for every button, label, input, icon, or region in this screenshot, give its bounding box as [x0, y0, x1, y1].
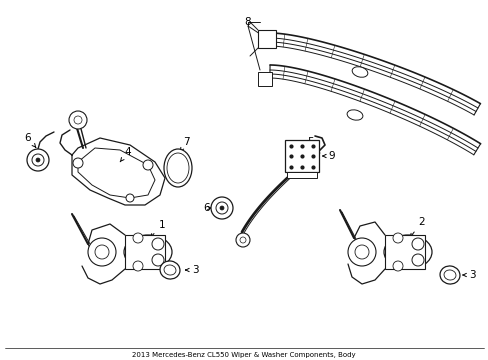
Text: 5: 5: [300, 137, 313, 151]
Ellipse shape: [160, 261, 180, 279]
Circle shape: [69, 111, 87, 129]
Ellipse shape: [351, 67, 367, 77]
Circle shape: [347, 238, 375, 266]
Text: 6: 6: [24, 133, 36, 148]
Text: 7: 7: [180, 137, 189, 151]
Circle shape: [152, 238, 163, 250]
Circle shape: [88, 238, 116, 266]
Text: 2: 2: [409, 217, 425, 237]
Circle shape: [236, 233, 249, 247]
Circle shape: [210, 197, 232, 219]
Text: 6: 6: [203, 203, 210, 213]
Circle shape: [392, 233, 402, 243]
FancyBboxPatch shape: [384, 235, 424, 269]
Circle shape: [133, 233, 142, 243]
Ellipse shape: [163, 149, 192, 187]
Circle shape: [240, 237, 245, 243]
FancyBboxPatch shape: [258, 30, 275, 48]
Text: 1: 1: [150, 220, 165, 237]
FancyBboxPatch shape: [285, 140, 318, 172]
Ellipse shape: [346, 110, 362, 120]
Text: 3: 3: [462, 270, 474, 280]
Text: 9: 9: [322, 151, 335, 161]
Circle shape: [354, 245, 368, 259]
Text: 2013 Mercedes-Benz CL550 Wiper & Washer Components, Body: 2013 Mercedes-Benz CL550 Wiper & Washer …: [132, 352, 355, 358]
Circle shape: [142, 160, 153, 170]
Circle shape: [126, 194, 134, 202]
Circle shape: [95, 245, 109, 259]
Circle shape: [411, 238, 423, 250]
FancyBboxPatch shape: [258, 72, 271, 86]
Circle shape: [27, 149, 49, 171]
Ellipse shape: [439, 266, 459, 284]
Ellipse shape: [124, 235, 172, 269]
Circle shape: [152, 254, 163, 266]
FancyBboxPatch shape: [125, 235, 164, 269]
Text: 8: 8: [244, 17, 251, 27]
FancyBboxPatch shape: [286, 172, 316, 178]
Ellipse shape: [167, 153, 189, 183]
Circle shape: [133, 261, 142, 271]
Circle shape: [220, 206, 224, 210]
Circle shape: [32, 154, 44, 166]
Circle shape: [216, 202, 227, 214]
Ellipse shape: [443, 270, 455, 280]
Circle shape: [36, 158, 40, 162]
Circle shape: [73, 158, 83, 168]
Circle shape: [392, 261, 402, 271]
Circle shape: [74, 116, 82, 124]
Circle shape: [411, 254, 423, 266]
Text: 4: 4: [120, 147, 131, 162]
Ellipse shape: [383, 235, 431, 269]
Ellipse shape: [163, 265, 176, 275]
Text: 3: 3: [185, 265, 198, 275]
